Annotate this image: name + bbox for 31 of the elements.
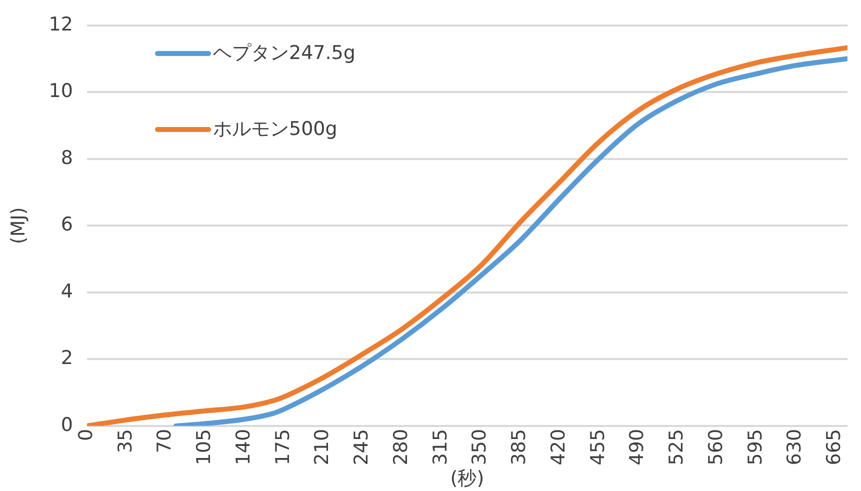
x-tick-label: 455	[586, 428, 609, 466]
x-tick-label: 665	[823, 428, 846, 466]
x-tick-label: 560	[704, 428, 727, 466]
x-tick-label: 630	[784, 428, 806, 466]
x-tick-label: 420	[547, 428, 570, 466]
x-tick-label: 140	[232, 428, 254, 466]
x-tick-label: 210	[311, 428, 334, 466]
x-tick-label: 490	[626, 428, 648, 466]
legend-label: ヘプタン247.5g	[213, 41, 356, 66]
y-tick-label: 12	[48, 13, 73, 36]
x-axis-title: (秒)	[450, 468, 484, 490]
x-tick-label: 70	[154, 428, 176, 454]
x-tick-label: 175	[272, 428, 294, 466]
x-tick-label: 105	[193, 428, 216, 466]
x-tick-label: 385	[508, 428, 530, 466]
x-tick-label: 35	[114, 428, 136, 454]
y-tick-label: 2	[60, 347, 73, 370]
x-tick-label: 0	[74, 428, 97, 442]
y-tick-label: 10	[48, 80, 73, 102]
legend-label: ホルモン500g	[213, 117, 338, 142]
y-tick-label: 6	[60, 214, 73, 236]
x-tick-label: 245	[350, 428, 373, 466]
y-tick-label: 0	[60, 414, 73, 436]
y-axis-title: (MJ)	[7, 207, 30, 244]
x-tick-label: 350	[468, 428, 491, 466]
x-tick-label: 525	[666, 428, 688, 466]
y-tick-label: 8	[60, 146, 73, 169]
x-tick-label: 595	[744, 428, 766, 466]
y-tick-label: 4	[60, 280, 73, 302]
x-tick-label: 280	[390, 428, 412, 466]
x-tick-label: 315	[429, 428, 452, 466]
